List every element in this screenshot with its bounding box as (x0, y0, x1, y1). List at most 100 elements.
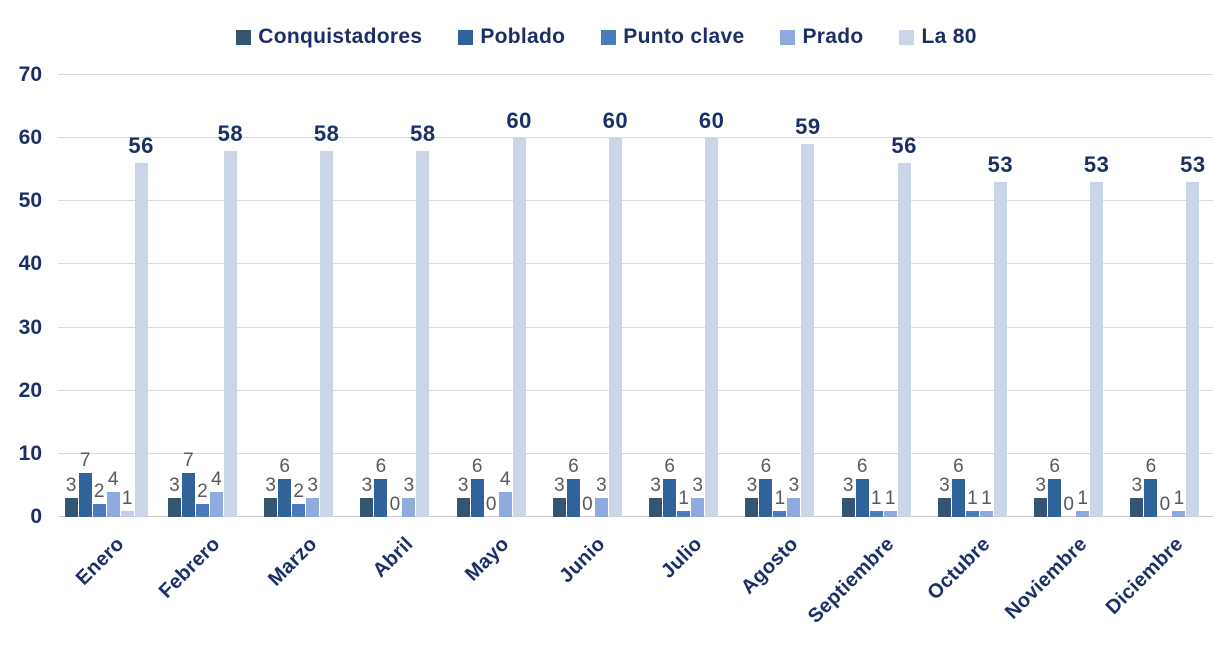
bar-punto-clave-julio: 1 (677, 488, 691, 517)
bar-label-punto-clave-febrero: 2 (197, 481, 208, 503)
chart-legend: Conquistadores Poblado Punto clave Prado La … (0, 20, 1213, 54)
gridline-30 (58, 326, 1213, 328)
bar-fill-prado-julio (691, 498, 705, 517)
y-tick-label-20: 20 (18, 378, 42, 402)
bar-fill-prado-agosto (787, 498, 801, 517)
bar-label-poblado-septiembre: 6 (856, 456, 868, 478)
bar-poblado-julio: 6 (663, 457, 677, 517)
month-cell-abril: 3 6 0 3 58 (347, 75, 443, 517)
bar-la-80-octubre: 53 (988, 154, 1013, 517)
month-cell-noviembre: 3 6 0 1 53 (1021, 75, 1117, 517)
gridline-70 (58, 74, 1213, 75)
bar-fill-punto-clave-enero (92, 504, 106, 517)
legend-item-punto-clave: Punto clave (601, 25, 744, 49)
bar-conquistadores-octubre: 3 (937, 476, 951, 517)
bar-fill-poblado-abril (374, 479, 388, 517)
bar-prado-enero: 4 (106, 469, 120, 517)
y-tick-label-10: 10 (18, 441, 42, 465)
month-cell-septiembre: 3 6 1 1 56 (828, 75, 924, 517)
bar-fill-conquistadores-febrero (167, 498, 181, 517)
legend-label-prado: Prado (802, 25, 864, 48)
bar-fill-la-80-octubre (993, 182, 1007, 517)
bar-fill-poblado-noviembre (1048, 479, 1062, 517)
bar-fill-prado-febrero (209, 491, 223, 517)
bar-label-poblado-abril: 6 (375, 456, 387, 478)
bar-label-punto-clave-enero: 2 (93, 481, 105, 503)
bar-label-conquistadores-marzo: 3 (265, 475, 276, 497)
bar-punto-clave-marzo: 2 (292, 482, 306, 517)
bar-la-80-mayo: 60 (506, 110, 531, 517)
bar-poblado-enero: 7 (78, 450, 92, 517)
bar-group-abril: 3 6 0 3 58 (360, 75, 435, 517)
bar-fill-punto-clave-marzo (292, 504, 306, 517)
y-axis: 0 10 20 30 40 50 60 70 (0, 63, 50, 528)
bar-label-conquistadores-septiembre: 3 (842, 475, 854, 497)
x-tick-label-septiembre: Septiembre (803, 533, 899, 628)
bar-fill-la-80-enero (134, 163, 148, 517)
bar-punto-clave-octubre: 1 (965, 488, 979, 517)
bar-fill-prado-octubre (979, 510, 993, 517)
bar-fill-conquistadores-junio (552, 498, 566, 517)
legend-swatch-poblado (458, 29, 474, 45)
month-cell-junio: 3 6 0 3 60 (539, 75, 635, 517)
bar-prado-septiembre: 1 (883, 488, 897, 517)
bar-prado-mayo: 4 (498, 469, 512, 517)
bar-label-la-80-marzo: 58 (313, 120, 340, 146)
bar-label-punto-clave-marzo: 2 (293, 481, 304, 503)
bar-label-punto-clave-agosto: 1 (774, 487, 786, 509)
legend-swatch-la-80 (899, 29, 915, 45)
bar-fill-conquistadores-agosto (745, 498, 759, 517)
bar-fill-conquistadores-octubre (937, 498, 951, 517)
bar-la-80-diciembre: 53 (1180, 154, 1205, 517)
bar-conquistadores-agosto: 3 (745, 476, 759, 517)
gridline-20 (58, 389, 1213, 391)
gridline-60 (58, 137, 1213, 139)
x-tick-label-julio: Julio (656, 533, 707, 583)
bar-label-prado-agosto: 3 (788, 475, 800, 497)
bar-fill-prado-septiembre (883, 510, 897, 517)
bar-label-punto-clave-abril: 0 (389, 494, 401, 515)
month-cell-marzo: 3 6 2 3 58 (251, 75, 347, 517)
bar-label-poblado-julio: 6 (664, 456, 675, 478)
bar-fill-conquistadores-julio (649, 498, 663, 517)
bar-conquistadores-diciembre: 3 (1130, 476, 1144, 517)
bar-prado-abril: 3 (402, 476, 416, 517)
bar-fill-punto-clave-septiembre (869, 510, 883, 517)
bar-prado-agosto: 3 (787, 476, 801, 517)
bar-group-enero: 3 7 2 4 1 56 (64, 75, 153, 517)
bar-fill-conquistadores-diciembre (1130, 498, 1144, 517)
bar-label-prado-junio: 3 (596, 475, 607, 497)
bar-fill-poblado-agosto (759, 479, 773, 517)
x-tick-label-octubre: Octubre (923, 533, 995, 605)
month-cell-diciembre: 3 6 0 1 53 (1117, 75, 1213, 517)
bar-fill-la-80-noviembre (1090, 182, 1104, 517)
bar-fill-conquistadores-noviembre (1034, 498, 1048, 517)
month-cell-mayo: 3 6 0 4 60 (443, 75, 539, 517)
bar-fill-poblado-marzo (278, 479, 292, 517)
legend-label-conquistadores: Conquistadores (258, 25, 423, 48)
bar-label-conquistadores-diciembre: 3 (1131, 475, 1143, 497)
bar-group-septiembre: 3 6 1 1 56 (841, 75, 916, 517)
bar-poblado-diciembre: 6 (1144, 457, 1158, 517)
gridline-0 (58, 516, 1213, 517)
bar-poblado-octubre: 6 (951, 457, 965, 517)
bar-prado-marzo: 3 (306, 476, 320, 517)
bar-label-poblado-enero: 7 (79, 449, 91, 471)
bar-fill-la-80-agosto (801, 144, 815, 517)
bar-label-conquistadores-mayo: 3 (457, 475, 469, 497)
bar-conquistadores-septiembre: 3 (841, 476, 855, 517)
bar-fill-la-80-diciembre (1186, 182, 1200, 517)
bar-fill-poblado-octubre (951, 479, 965, 517)
bar-fill-prado-marzo (306, 498, 320, 517)
y-tick-label-50: 50 (18, 189, 42, 213)
bar-fill-poblado-enero (78, 472, 92, 517)
bar-label-prado-julio: 3 (692, 475, 703, 497)
bar-fill-conquistadores-septiembre (841, 498, 855, 517)
bar-fill-conquistadores-marzo (264, 498, 278, 517)
gridline-40 (58, 263, 1213, 265)
legend-label-poblado: Poblado (480, 25, 566, 48)
bar-group-diciembre: 3 6 0 1 53 (1130, 75, 1205, 517)
month-cell-agosto: 3 6 1 3 59 (732, 75, 828, 517)
y-tick-label-40: 40 (18, 252, 42, 276)
